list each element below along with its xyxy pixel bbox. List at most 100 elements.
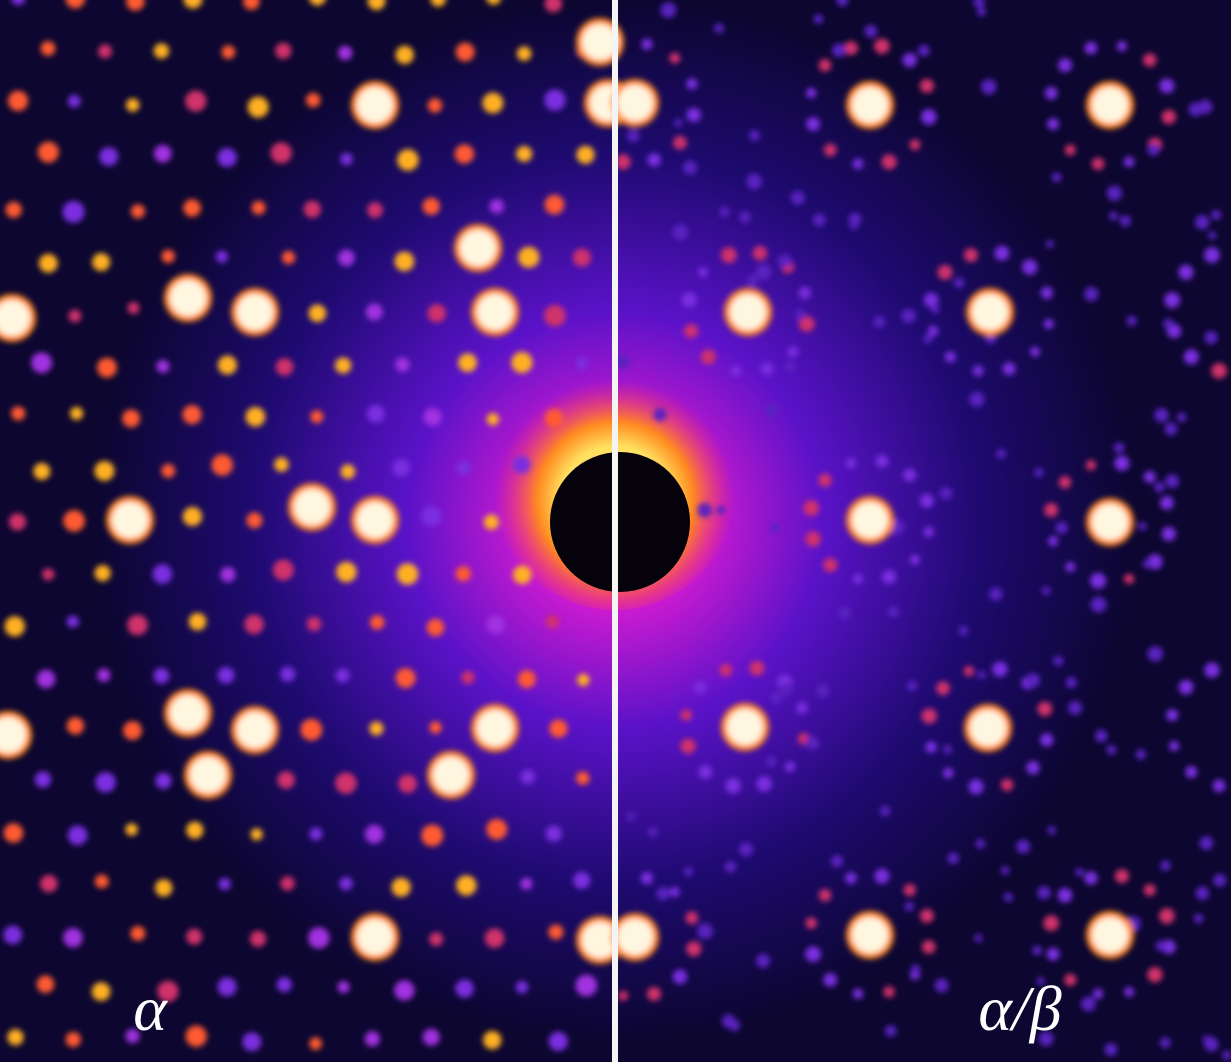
spot	[796, 702, 808, 714]
spot	[573, 249, 591, 267]
spot	[1042, 586, 1051, 595]
spot	[421, 824, 443, 846]
spot	[1165, 423, 1178, 436]
spot	[154, 668, 170, 684]
spot	[1053, 656, 1063, 666]
spot	[511, 352, 532, 373]
spot	[813, 14, 823, 24]
spot	[170, 280, 206, 316]
spot	[95, 772, 115, 792]
spot	[549, 1032, 568, 1051]
spot	[1004, 893, 1013, 902]
spot	[1160, 496, 1174, 510]
spot	[1148, 646, 1163, 661]
spot	[7, 1029, 23, 1045]
spot	[1045, 87, 1058, 100]
spot	[392, 459, 410, 477]
spot	[720, 664, 733, 677]
spot	[336, 562, 357, 583]
spot	[1147, 967, 1162, 982]
spot	[397, 563, 419, 585]
spot	[1037, 886, 1050, 899]
spot	[954, 277, 965, 288]
spot	[1016, 840, 1030, 854]
spot	[1055, 522, 1067, 534]
spot	[1204, 662, 1219, 677]
spot	[154, 43, 169, 58]
spot	[429, 721, 441, 733]
spot	[936, 681, 950, 695]
spot	[674, 119, 682, 127]
spot	[756, 264, 771, 279]
spot	[518, 670, 536, 688]
spot	[131, 204, 145, 218]
spot	[517, 46, 532, 61]
spot	[218, 977, 237, 996]
spot	[959, 626, 968, 635]
spot	[365, 825, 384, 844]
spot	[309, 1037, 322, 1050]
spot	[1144, 471, 1156, 483]
spot	[211, 454, 232, 475]
spot	[1068, 701, 1082, 715]
spot	[576, 771, 589, 784]
spot	[252, 201, 266, 215]
spot	[490, 199, 504, 213]
spot	[686, 941, 701, 956]
spot	[1194, 914, 1203, 923]
spot	[340, 153, 352, 165]
spot	[805, 531, 820, 546]
spot	[97, 358, 117, 378]
spot	[8, 91, 28, 111]
spot	[770, 692, 782, 704]
spot	[456, 43, 475, 62]
divider	[612, 0, 618, 1062]
spot	[304, 201, 321, 218]
spot	[1095, 730, 1108, 743]
spot	[931, 305, 940, 314]
spot	[125, 823, 137, 835]
spot	[310, 410, 323, 423]
spot	[9, 513, 26, 530]
spot	[123, 721, 142, 740]
spot	[1030, 347, 1040, 357]
spot	[1044, 319, 1054, 329]
spot	[725, 778, 740, 793]
spot	[1156, 941, 1167, 952]
spot	[904, 884, 916, 896]
spot	[162, 250, 175, 263]
spot	[68, 825, 88, 845]
spot	[294, 489, 330, 525]
spot	[365, 1031, 380, 1046]
spot	[4, 823, 24, 843]
spot	[973, 365, 984, 376]
beam-stop	[550, 452, 690, 592]
spot	[237, 712, 273, 748]
spot	[1200, 836, 1214, 850]
spot	[1124, 157, 1135, 168]
spot	[273, 560, 294, 581]
spot	[1179, 680, 1194, 695]
spot	[1032, 946, 1042, 956]
spot	[516, 981, 528, 993]
spot	[126, 98, 139, 111]
spot	[806, 117, 820, 131]
spot	[813, 214, 826, 227]
spot	[873, 316, 885, 328]
spot	[276, 358, 294, 376]
spot	[250, 931, 266, 947]
spot	[1213, 874, 1226, 887]
spot	[803, 500, 819, 516]
spot	[421, 506, 441, 526]
spot	[63, 928, 83, 948]
spot	[1084, 871, 1098, 885]
spot	[874, 38, 889, 53]
spot	[485, 928, 504, 947]
spot	[271, 142, 292, 163]
spot	[248, 97, 269, 118]
spot	[460, 230, 496, 266]
spot	[518, 247, 539, 268]
spot	[183, 199, 201, 217]
spot	[749, 130, 760, 141]
spot	[1185, 766, 1197, 778]
